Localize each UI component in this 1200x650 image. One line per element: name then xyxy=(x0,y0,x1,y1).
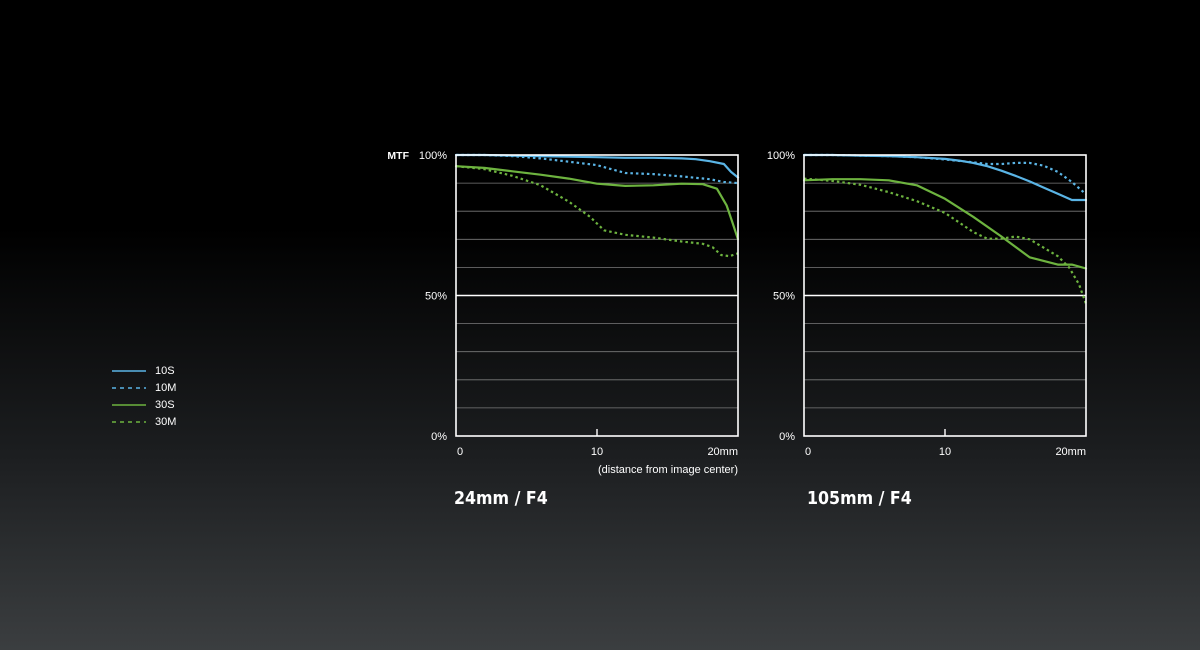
legend-swatch-30s xyxy=(112,403,146,406)
series-10s xyxy=(454,153,740,179)
legend-label-30s: 30S xyxy=(155,398,175,411)
legend-item-30m: 30M xyxy=(112,413,176,430)
legend-item-30s: 30S xyxy=(112,396,176,413)
series-30s xyxy=(454,165,740,241)
chart-105mm: 0% 50% 100% 0 10 20mm xyxy=(767,150,1088,458)
y-tick-label: 100% xyxy=(419,150,447,162)
series-10m xyxy=(804,153,1087,196)
y-tick-label: 50% xyxy=(773,291,795,303)
x-axis-label: (distance from image center) xyxy=(598,464,738,476)
x-tick-label: 0 xyxy=(457,446,463,458)
legend-swatch-10m xyxy=(112,386,146,389)
y-tick-label: 0% xyxy=(779,431,795,443)
y-tick-label: 0% xyxy=(431,431,447,443)
y-axis-label: MTF xyxy=(387,150,409,162)
x-tick-label: 10 xyxy=(939,446,951,458)
legend-label-30m: 30M xyxy=(155,415,177,428)
x-tick-label: 20mm xyxy=(707,446,738,458)
x-tick-label: 10 xyxy=(591,446,603,458)
series-10s xyxy=(802,153,1088,202)
legend-item-10m: 10M xyxy=(112,379,176,396)
chart-24mm: 0% 50% 100% 0 10 20mm MTF (distance from image … xyxy=(387,150,740,476)
legend-swatch-30m xyxy=(112,420,146,423)
chart-title-105mm: 105mm / F4 xyxy=(807,488,912,509)
x-tick-label: 20mm xyxy=(1055,446,1086,458)
chart-title-24mm: 24mm / F4 xyxy=(454,488,548,509)
legend-swatch-10s xyxy=(112,369,146,372)
legend-label-10s: 10S xyxy=(155,364,175,377)
series-30m xyxy=(803,177,1088,305)
series-30s xyxy=(802,178,1088,270)
legend-label-10m: 10M xyxy=(155,381,177,394)
series-30m xyxy=(455,165,739,258)
y-tick-label: 100% xyxy=(767,150,795,162)
y-tick-label: 50% xyxy=(425,291,447,303)
x-tick-label: 0 xyxy=(805,446,811,458)
legend-item-10s: 10S xyxy=(112,362,176,379)
legend: 10S 10M 30S 30M xyxy=(112,362,176,430)
series-10m xyxy=(456,153,739,185)
